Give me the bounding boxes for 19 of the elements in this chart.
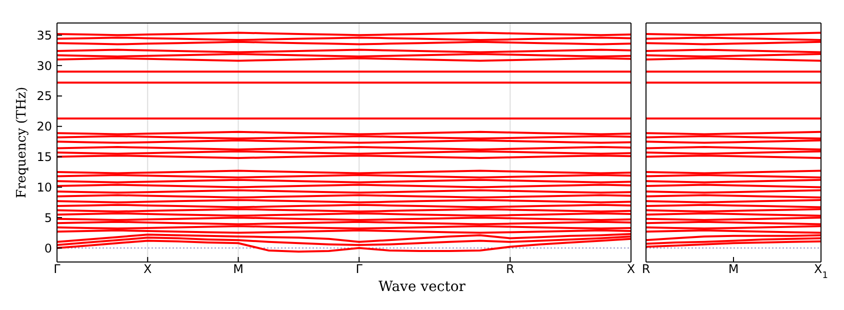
- y-tick-label: 10: [36, 180, 52, 194]
- x-tick-label: R: [642, 262, 650, 276]
- y-tick-label: 25: [36, 89, 52, 104]
- y-tick-label: 15: [36, 150, 52, 164]
- x-tick-label: X: [626, 262, 636, 276]
- y-tick-label: 30: [36, 58, 52, 73]
- x-tick-label: Γ: [356, 262, 363, 276]
- y-tick-label: 35: [36, 28, 52, 42]
- x-tick-label: Γ: [54, 262, 61, 276]
- y-tick-label: 5: [44, 210, 52, 225]
- x-tick-label: X$_{1}$: [814, 262, 828, 281]
- x-tick-label: X: [144, 262, 152, 276]
- x-tick-label: M: [233, 262, 244, 276]
- y-axis-title: Frequency (THz): [14, 86, 30, 198]
- x-tick-label: R: [506, 262, 514, 276]
- x-axis-title: Wave vector: [378, 279, 466, 295]
- y-tick-label: 0: [44, 241, 52, 256]
- x-tick-label: M: [728, 262, 739, 276]
- y-tick-label: 20: [36, 120, 52, 134]
